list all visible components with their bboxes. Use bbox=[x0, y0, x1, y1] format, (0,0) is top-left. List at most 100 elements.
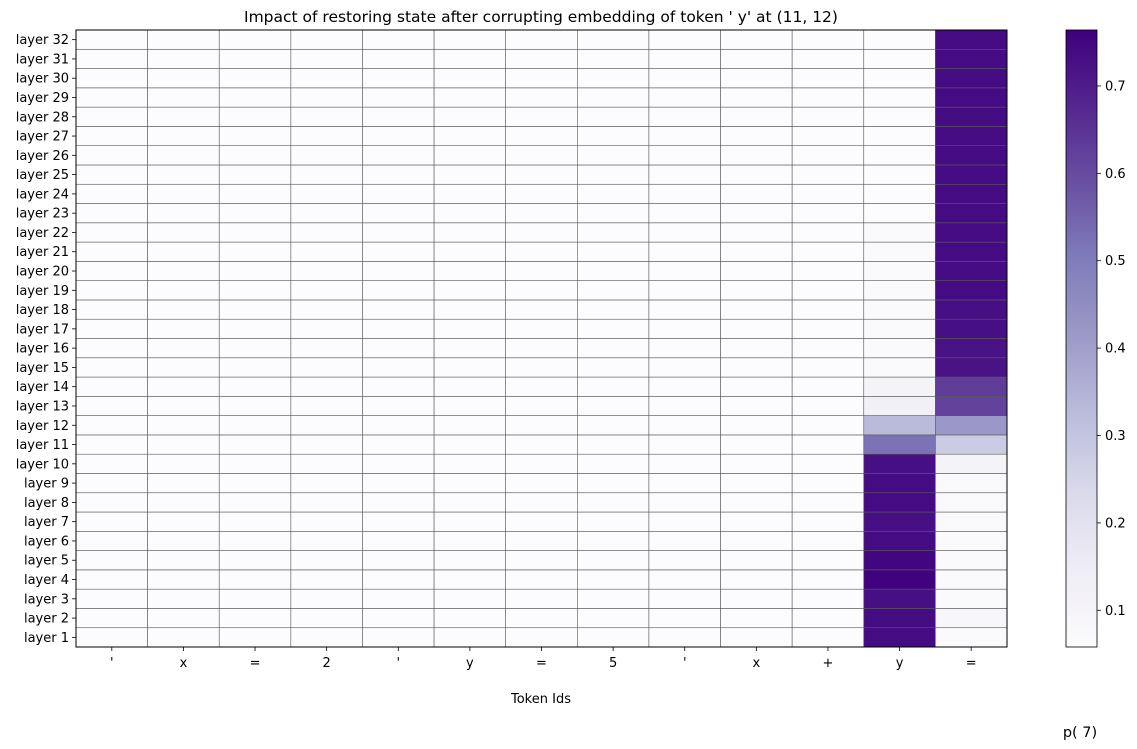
heatmap-cell bbox=[75, 588, 148, 609]
heatmap-cell bbox=[648, 299, 721, 320]
heatmap-cell bbox=[290, 87, 363, 108]
heatmap-cell bbox=[720, 550, 793, 571]
heatmap-cell bbox=[863, 87, 936, 108]
heatmap-cell bbox=[362, 569, 435, 590]
heatmap-cell bbox=[577, 511, 650, 532]
heatmap-cell bbox=[362, 203, 435, 224]
heatmap-cell bbox=[290, 569, 363, 590]
heatmap-cell bbox=[863, 511, 936, 532]
heatmap-cell bbox=[935, 280, 1008, 301]
y-tick-label: layer 4 bbox=[24, 573, 69, 588]
y-tick-label: layer 6 bbox=[24, 534, 69, 549]
heatmap-cell bbox=[791, 222, 865, 243]
x-tick-label: ' bbox=[683, 656, 687, 671]
heatmap-cell bbox=[147, 415, 220, 436]
heatmap-cell bbox=[147, 87, 220, 108]
y-tick-labels: layer 1 layer 2 layer 3 layer 4 layer 5 layer… bbox=[16, 33, 76, 646]
heatmap-cell bbox=[863, 222, 936, 243]
heatmap-cell bbox=[290, 29, 363, 50]
heatmap-cell bbox=[648, 261, 721, 281]
heatmap-cell bbox=[433, 588, 506, 609]
heatmap-cell bbox=[648, 453, 721, 474]
heatmap-cell bbox=[648, 106, 721, 127]
heatmap-cell bbox=[720, 357, 793, 378]
heatmap-cell bbox=[935, 627, 1008, 648]
heatmap-cell bbox=[505, 145, 578, 166]
heatmap-cell bbox=[75, 415, 148, 436]
heatmap-cell bbox=[577, 588, 650, 609]
heatmap-cell bbox=[505, 453, 578, 474]
heatmap-cell bbox=[648, 222, 721, 243]
heatmap-cell bbox=[863, 531, 936, 551]
heatmap-cell bbox=[791, 396, 865, 416]
heatmap-cell bbox=[362, 396, 435, 416]
heatmap-cell bbox=[505, 29, 578, 50]
heatmap-cell bbox=[433, 473, 506, 494]
heatmap-cell bbox=[577, 338, 650, 359]
heatmap-cell bbox=[362, 511, 435, 532]
heatmap-cell bbox=[863, 106, 936, 127]
heatmap-cell bbox=[648, 183, 721, 204]
heatmap-cell bbox=[648, 357, 721, 378]
heatmap-cell bbox=[290, 338, 363, 359]
y-tick-label: layer 32 bbox=[16, 33, 69, 48]
heatmap-cell bbox=[791, 145, 865, 166]
heatmap-cell bbox=[863, 338, 936, 359]
heatmap-cell bbox=[863, 183, 936, 204]
heatmap-cell bbox=[362, 241, 435, 262]
heatmap-cell bbox=[505, 569, 578, 590]
heatmap-cell bbox=[218, 318, 292, 339]
heatmap-cell bbox=[218, 299, 292, 320]
colorbar-tick-label: 0.7 bbox=[1105, 79, 1126, 94]
heatmap-cell bbox=[505, 318, 578, 339]
heatmap-cell bbox=[290, 164, 363, 185]
heatmap-cell bbox=[791, 608, 865, 629]
heatmap-cell bbox=[433, 531, 506, 551]
heatmap-cell bbox=[648, 473, 721, 494]
heatmap-cell bbox=[75, 299, 148, 320]
heatmap-cell bbox=[218, 531, 292, 551]
heatmap-cell bbox=[648, 280, 721, 301]
heatmap-cell bbox=[577, 396, 650, 416]
heatmap-cell bbox=[791, 569, 865, 590]
heatmap-cell bbox=[648, 569, 721, 590]
heatmap-cell bbox=[505, 222, 578, 243]
heatmap-cell bbox=[720, 396, 793, 416]
heatmap-cell bbox=[935, 106, 1008, 127]
heatmap-cell bbox=[290, 280, 363, 301]
heatmap-cell bbox=[935, 29, 1008, 50]
colorbar-ticks: 0.1 0.2 0.3 0.4 0.5 0.6 0.7 bbox=[1097, 79, 1126, 619]
heatmap-cell bbox=[218, 588, 292, 609]
heatmap-cell bbox=[577, 550, 650, 571]
heatmap-cell bbox=[935, 222, 1008, 243]
heatmap-cell bbox=[935, 396, 1008, 416]
heatmap-cell bbox=[791, 280, 865, 301]
heatmap-cell bbox=[863, 376, 936, 397]
heatmap-cell bbox=[577, 280, 650, 301]
heatmap-cell bbox=[147, 473, 220, 494]
heatmap-cell bbox=[290, 241, 363, 262]
heatmap-cell bbox=[433, 396, 506, 416]
heatmap-cell bbox=[791, 550, 865, 571]
heatmap-cell bbox=[362, 145, 435, 166]
heatmap-cell bbox=[433, 222, 506, 243]
heatmap-cell bbox=[791, 511, 865, 532]
heatmap-cell bbox=[147, 588, 220, 609]
heatmap-cell bbox=[75, 376, 148, 397]
heatmap-cell bbox=[648, 608, 721, 629]
heatmap-cell bbox=[505, 241, 578, 262]
heatmap-cell bbox=[433, 376, 506, 397]
heatmap-cell bbox=[791, 203, 865, 224]
heatmap-cell bbox=[720, 48, 793, 69]
heatmap-cell bbox=[362, 183, 435, 204]
heatmap-cell bbox=[433, 608, 506, 629]
heatmap-cell bbox=[505, 434, 578, 455]
heatmap-cell bbox=[433, 87, 506, 108]
heatmap-cell bbox=[648, 627, 721, 648]
heatmap-cell bbox=[648, 203, 721, 224]
heatmap-cell bbox=[505, 126, 578, 146]
heatmap-cell bbox=[577, 415, 650, 436]
colorbar-tick-label: 0.2 bbox=[1105, 516, 1126, 531]
heatmap-cell bbox=[935, 473, 1008, 494]
heatmap-cell bbox=[720, 241, 793, 262]
